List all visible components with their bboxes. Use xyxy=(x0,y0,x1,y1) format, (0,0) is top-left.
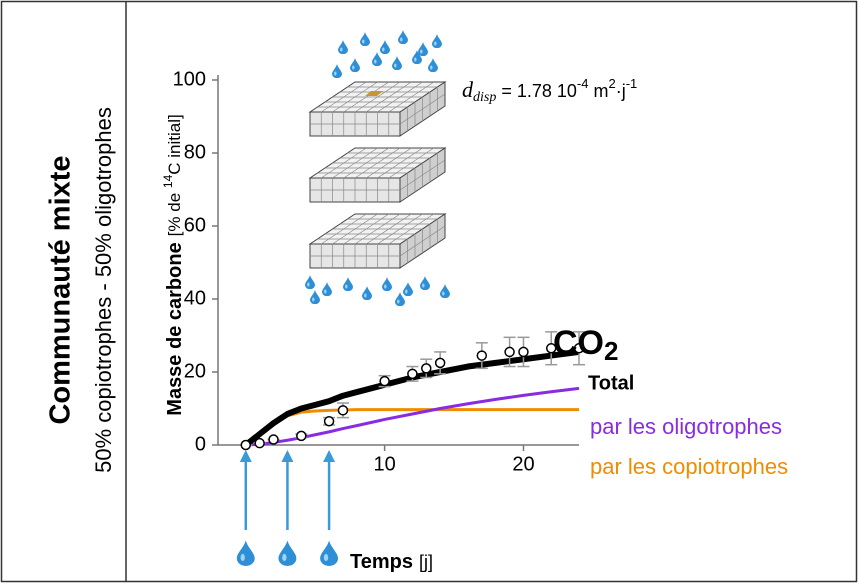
observed-point xyxy=(323,416,335,427)
droplet xyxy=(398,30,408,44)
droplet xyxy=(403,282,413,296)
annotation-part: ·j xyxy=(616,81,626,101)
y-tick-label: 20 xyxy=(184,360,206,382)
x-axis-label-unit: [j] xyxy=(419,552,433,572)
droplet xyxy=(350,58,360,72)
droplet xyxy=(278,540,297,566)
observed-point xyxy=(337,405,349,416)
droplet xyxy=(428,58,438,72)
droplet xyxy=(432,34,442,48)
irrigation-arrowhead xyxy=(323,450,336,462)
y-tick-label: 100 xyxy=(173,68,206,90)
droplet xyxy=(332,64,342,78)
droplet xyxy=(420,276,430,290)
droplet xyxy=(392,56,402,70)
substrate-cell xyxy=(365,91,383,96)
irrigation-arrowhead xyxy=(239,450,252,462)
observed-point xyxy=(268,434,279,445)
droplet xyxy=(322,282,332,296)
annotation-part: -4 xyxy=(577,76,589,91)
droplet xyxy=(418,42,428,56)
panel-title: Communauté mixte xyxy=(45,155,77,424)
observed-point xyxy=(296,430,307,442)
group-label-main: CO xyxy=(553,324,604,362)
droplet xyxy=(362,286,372,300)
y-tick-label: 0 xyxy=(195,433,206,455)
droplet xyxy=(395,292,405,306)
irrigation-arrowhead xyxy=(281,450,294,462)
annotation-part: = 1.78 10 xyxy=(496,81,577,101)
observed-point xyxy=(476,350,488,361)
y-axis-label-unit: C initial] xyxy=(165,114,184,174)
series-line xyxy=(245,386,580,447)
y-tick-label: 80 xyxy=(184,141,206,163)
annotation: ddisp = 1.78 10-4 m2·j-1 xyxy=(462,76,637,105)
series-label: Total xyxy=(588,372,634,394)
droplet xyxy=(338,40,348,54)
y-axis-label: Masse de carbone [% de 14C initial] xyxy=(161,114,186,415)
grid-cell xyxy=(399,93,446,125)
observed-point xyxy=(504,346,515,358)
observed-point xyxy=(545,343,557,354)
series-line xyxy=(243,348,580,448)
panel-subtitle: 50% copiotrophes - 50% oligotrophes xyxy=(91,107,116,473)
irrigation-event xyxy=(278,450,297,566)
observed-point xyxy=(379,375,390,387)
group-label-sub: 2 xyxy=(604,336,618,366)
droplet xyxy=(343,277,353,291)
droplet xyxy=(372,52,382,66)
observed-point xyxy=(407,368,418,380)
y-tick-label: 40 xyxy=(184,287,206,309)
droplet xyxy=(236,540,255,566)
y-axis-label-main: Masse de carbone xyxy=(164,242,186,415)
annotation-part: -1 xyxy=(626,76,638,91)
observed-point xyxy=(573,343,585,354)
x-tick-label: 10 xyxy=(373,453,395,475)
x-axis-label: Temps [j] xyxy=(350,551,433,573)
y-axis-label-sup: 14 xyxy=(161,174,175,188)
observed-point xyxy=(518,346,529,358)
droplet xyxy=(305,275,315,289)
grid-cell xyxy=(399,159,446,191)
annotation-part: d xyxy=(462,77,474,102)
x-axis-label-main: Temps xyxy=(350,551,413,573)
droplet xyxy=(310,290,320,304)
soil-diagram xyxy=(305,30,450,306)
droplet xyxy=(382,277,392,291)
series-label: par les oligotrophes xyxy=(590,414,782,439)
x-tick-label: 20 xyxy=(512,453,534,475)
y-tick-label: 60 xyxy=(184,214,206,236)
series-label: par les copiotrophes xyxy=(590,454,788,479)
observed-point xyxy=(240,439,252,451)
irrigation-event xyxy=(320,450,339,566)
annotation-part: disp xyxy=(473,90,496,105)
observed-point xyxy=(421,363,432,374)
observed-point xyxy=(254,437,265,449)
annotation-part: m xyxy=(588,81,608,101)
irrigation-event xyxy=(236,450,255,566)
grid-cell xyxy=(399,225,446,257)
observed-point xyxy=(434,357,446,369)
annotation-part: 2 xyxy=(608,76,615,91)
droplet xyxy=(320,540,339,566)
droplet xyxy=(360,32,370,46)
droplet xyxy=(380,40,390,54)
group-label: CO2 xyxy=(553,324,618,366)
droplet xyxy=(440,284,450,298)
y-axis-label-unit: [% de xyxy=(165,188,184,236)
